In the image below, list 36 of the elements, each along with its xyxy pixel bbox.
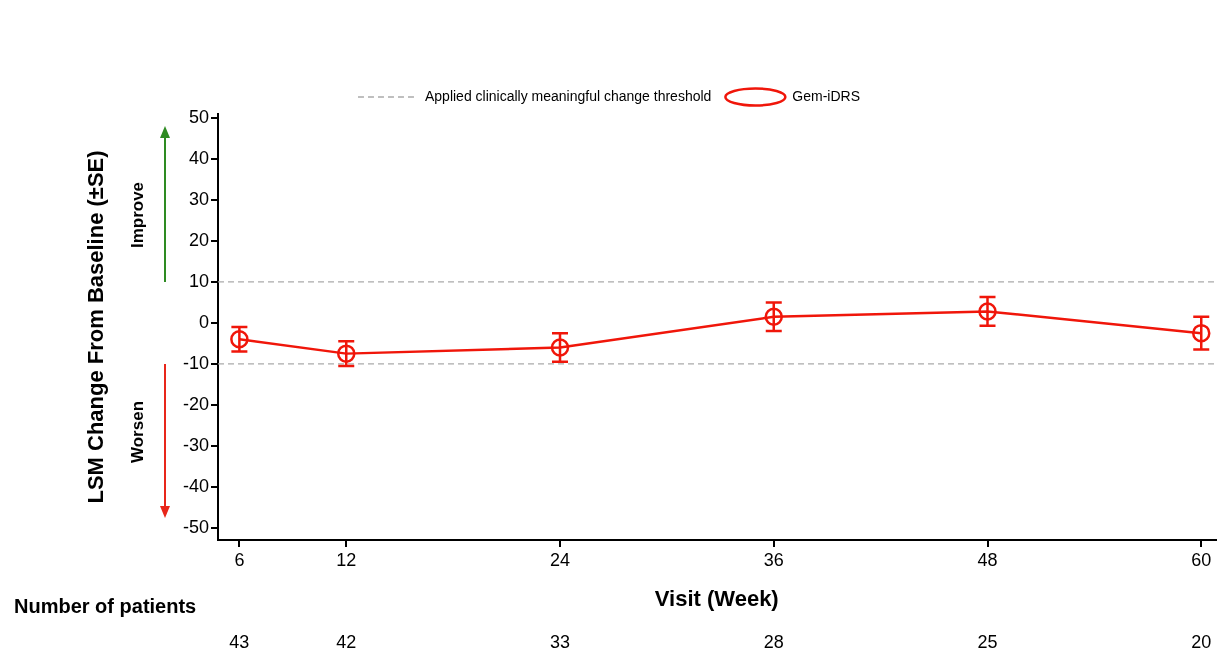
point [550,338,570,357]
text: Worsen [127,400,147,464]
text: Improve [127,181,147,249]
y-tick-label: 40 [188,148,209,169]
point [764,307,783,327]
text: 25 [977,631,998,652]
text: 33 [549,631,571,652]
legend-label: Gem-iDRS [792,87,861,104]
text: 42 [336,631,357,652]
point [978,302,997,321]
x-tick-label: 6 [234,549,245,570]
y-tick-label: -30 [182,434,209,455]
x-tick-label: 60 [1191,549,1212,570]
text: 28 [763,631,784,652]
point [1192,323,1211,343]
point [230,330,249,349]
y-tick-label: 30 [188,188,209,209]
y-tick-label: 50 [188,107,209,128]
point [337,344,356,363]
x-axis-title: Visit (Week) [654,586,779,612]
x-tick-label: 36 [763,549,784,570]
x-tick-label: 12 [336,549,357,570]
y-tick-label: -20 [182,393,209,414]
legend-label: Applied clinically meaningful change threshold [424,87,712,104]
y-tick-label: 20 [188,229,209,250]
x-tick-label: 24 [549,549,571,570]
x-tick-label: 48 [977,549,998,570]
y-tick-label: 0 [198,311,209,332]
y-tick-label: -50 [182,516,209,537]
y-tick-label: -10 [182,352,209,373]
y-tick-label: -40 [182,475,209,496]
text: 43 [229,631,250,652]
y-axis-title: LSM Change From Baseline (±SE) [83,150,109,504]
text: Number of patients [14,594,197,617]
y-tick-label: 10 [188,270,209,291]
text: 20 [1191,631,1212,652]
